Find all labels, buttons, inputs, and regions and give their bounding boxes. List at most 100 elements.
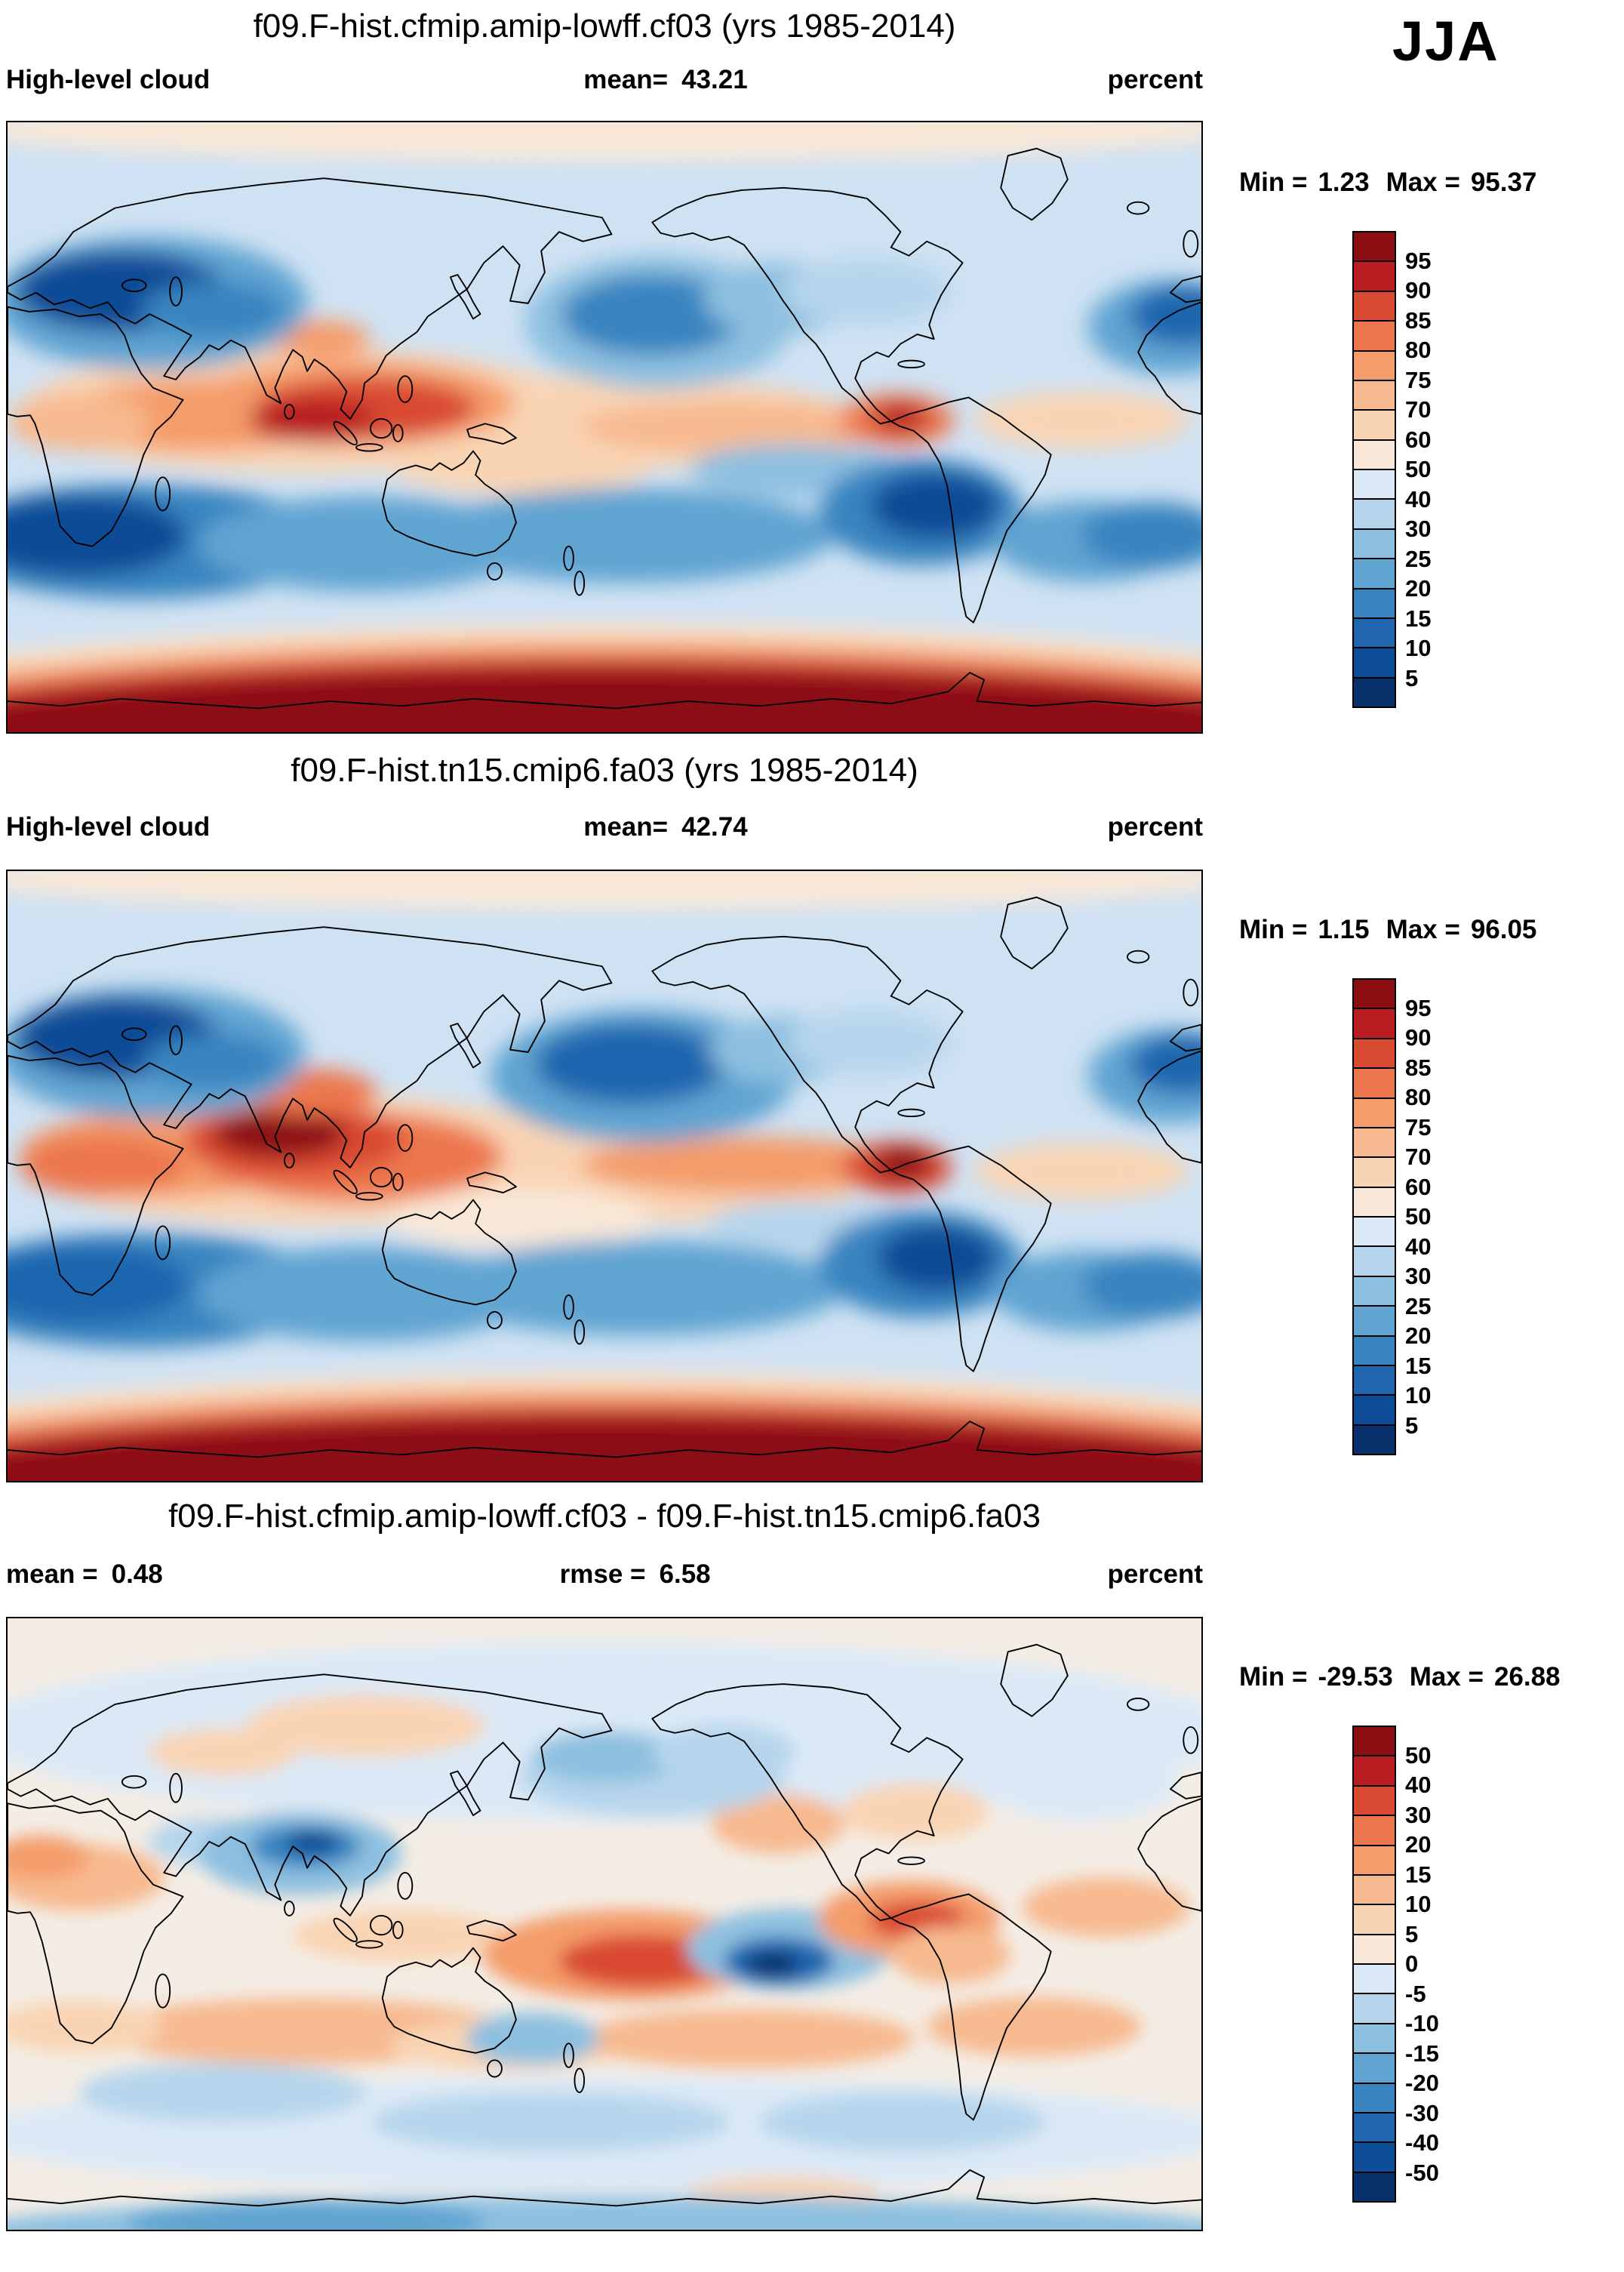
panel3-mean-value: 0.48 xyxy=(111,1559,163,1589)
panel1-title: f09.F-hist.cfmip.amip-lowff.cf03 (yrs 19… xyxy=(253,8,956,45)
colorbar-tick-label: 50 xyxy=(1405,1741,1432,1769)
colorbar-tick-label: -20 xyxy=(1405,2070,1439,2096)
colorbar-cell xyxy=(1354,2022,1395,2053)
colorbar-tick-label: -40 xyxy=(1405,2129,1439,2156)
colorbar-tick-label: 90 xyxy=(1405,277,1432,303)
colorbar-cell xyxy=(1354,1156,1395,1187)
panel3-max-value: 26.88 xyxy=(1493,1662,1561,1692)
colorbar-tick-label: 75 xyxy=(1405,366,1432,393)
panel1-colorbar-ticks: 95 90 85 80 75 70 60 50 40 30 25 20 15 10 5 xyxy=(1405,231,1511,708)
colorbar-cell xyxy=(1354,2171,1395,2201)
panel1-left-label: High-level cloud xyxy=(6,65,211,94)
colorbar-tick-label: 80 xyxy=(1405,337,1432,363)
colorbar-cell xyxy=(1354,1933,1395,1963)
colorbar-cell xyxy=(1354,558,1395,588)
colorbar-tick-label: 30 xyxy=(1405,516,1432,542)
colorbar-cell xyxy=(1354,349,1395,380)
colorbar-cell xyxy=(1354,2111,1395,2142)
panel3-min-value: -29.53 xyxy=(1318,1662,1393,1692)
panel3-colorbar-wrap: 50 40 30 20 15 10 5 0 -5 -10 -15 -20 -30 -40 -50 xyxy=(1352,1726,1518,2203)
colorbar-tick-label: 50 xyxy=(1405,456,1432,482)
colorbar-cell xyxy=(1354,1216,1395,1246)
panel3-minmax: Min = -29.53 Max = 26.88 xyxy=(1239,1662,1616,1692)
colorbar-cell xyxy=(1354,290,1395,321)
colorbar-tick-label: 25 xyxy=(1405,1292,1432,1319)
season-label: JJA xyxy=(1392,10,1499,72)
panel3-units-label: percent xyxy=(1107,1559,1203,1589)
colorbar-tick-label: 40 xyxy=(1405,1233,1432,1260)
colorbar-cell xyxy=(1354,469,1395,499)
colorbar-tick-label: 5 xyxy=(1405,1412,1419,1439)
colorbar-cell xyxy=(1354,1335,1395,1365)
colorbar-cell xyxy=(1354,2052,1395,2083)
colorbar-tick-label: 0 xyxy=(1405,1950,1419,1977)
colorbar-cell xyxy=(1354,1126,1395,1157)
colorbar-cell xyxy=(1354,676,1395,707)
colorbar-cell xyxy=(1354,1364,1395,1395)
colorbar-cell xyxy=(1354,260,1395,291)
panel1-mean-value: 43.21 xyxy=(681,65,748,94)
panel3-mean: mean = 0.48 xyxy=(6,1559,163,1590)
colorbar-cell xyxy=(1354,1245,1395,1276)
colorbar-cell xyxy=(1354,1186,1395,1216)
panel1-max-label: Max = xyxy=(1386,168,1460,197)
panel1-min-value: 1.23 xyxy=(1318,168,1370,197)
colorbar-cell xyxy=(1354,439,1395,469)
colorbar-tick-label: 40 xyxy=(1405,485,1432,513)
panel2-left-label: High-level cloud xyxy=(6,812,211,842)
panel2-stats-row: High-level cloud mean= 42.74 percent xyxy=(6,812,1203,842)
colorbar-cell xyxy=(1354,1097,1395,1127)
colorbar-tick-label: 40 xyxy=(1405,1772,1432,1798)
colorbar-cell xyxy=(1354,1963,1395,1993)
colorbar-tick-label: -30 xyxy=(1405,2099,1439,2126)
colorbar-cell xyxy=(1354,1904,1395,1934)
panel3-max-label: Max = xyxy=(1409,1662,1484,1692)
panel3-stats-row: mean = 0.48 rmse = 6.58 percent xyxy=(6,1559,1203,1590)
colorbar-tick-label: 70 xyxy=(1405,1144,1432,1170)
panel2-colorbar-wrap: 95 90 85 80 75 70 60 50 40 30 25 20 15 10 5 xyxy=(1352,978,1518,1455)
colorbar-tick-label: 85 xyxy=(1405,1054,1432,1081)
panel2-map-canvas xyxy=(8,871,1201,1481)
colorbar-tick-label: 15 xyxy=(1405,605,1432,632)
panel1-max-value: 95.37 xyxy=(1470,168,1537,197)
panel3-colorbar-ticks: 50 40 30 20 15 10 5 0 -5 -10 -15 -20 -30 -40 -50 xyxy=(1405,1726,1511,2203)
colorbar-cell xyxy=(1354,2141,1395,2172)
panel1-min-label: Min = xyxy=(1239,168,1308,197)
panel1-map xyxy=(6,121,1203,734)
panel2-colorbar-ticks: 95 90 85 80 75 70 60 50 40 30 25 20 15 10 5 xyxy=(1405,978,1511,1455)
panel1-stats-row: High-level cloud mean= 43.21 percent xyxy=(6,65,1203,95)
colorbar-cell xyxy=(1354,409,1395,439)
colorbar-cell xyxy=(1354,1844,1395,1874)
panel2-units-label: percent xyxy=(1107,812,1203,842)
colorbar-cell xyxy=(1354,587,1395,617)
panel3-title: f09.F-hist.cfmip.amip-lowff.cf03 - f09.F… xyxy=(168,1498,1041,1535)
panel1-units-label: percent xyxy=(1107,65,1203,94)
colorbar-cell xyxy=(1354,232,1395,261)
colorbar-cell xyxy=(1354,1993,1395,2023)
panel2-map xyxy=(6,870,1203,1482)
colorbar-tick-label: 5 xyxy=(1405,1920,1419,1947)
colorbar-cell xyxy=(1354,1008,1395,1038)
colorbar-tick-label: 20 xyxy=(1405,575,1432,602)
panel3-min-label: Min = xyxy=(1239,1662,1308,1692)
colorbar-tick-label: 30 xyxy=(1405,1263,1432,1289)
panel3-mean-label: mean = xyxy=(6,1559,98,1589)
panel2-min-value: 1.15 xyxy=(1318,915,1370,944)
panel1-colorbar-wrap: 95 90 85 80 75 70 60 50 40 30 25 20 15 10 5 xyxy=(1352,231,1518,708)
colorbar-tick-label: 20 xyxy=(1405,1322,1432,1349)
panel2-mean-value: 42.74 xyxy=(681,812,748,842)
colorbar-cell xyxy=(1354,1815,1395,1845)
colorbar-tick-label: 25 xyxy=(1405,545,1432,572)
colorbar-cell xyxy=(1354,617,1395,648)
colorbar-tick-label: 5 xyxy=(1405,664,1419,691)
panel3-rmse-label: rmse = xyxy=(559,1559,646,1589)
colorbar-tick-label: 70 xyxy=(1405,396,1432,423)
panel2-variable-label: High-level cloud xyxy=(6,812,223,842)
panel1-mean: mean= 43.21 xyxy=(583,65,747,95)
colorbar xyxy=(1352,231,1396,708)
panel2-max-label: Max = xyxy=(1386,915,1460,944)
colorbar-tick-label: -15 xyxy=(1405,2040,1439,2067)
colorbar-cell xyxy=(1354,1873,1395,1904)
colorbar-cell xyxy=(1354,320,1395,350)
